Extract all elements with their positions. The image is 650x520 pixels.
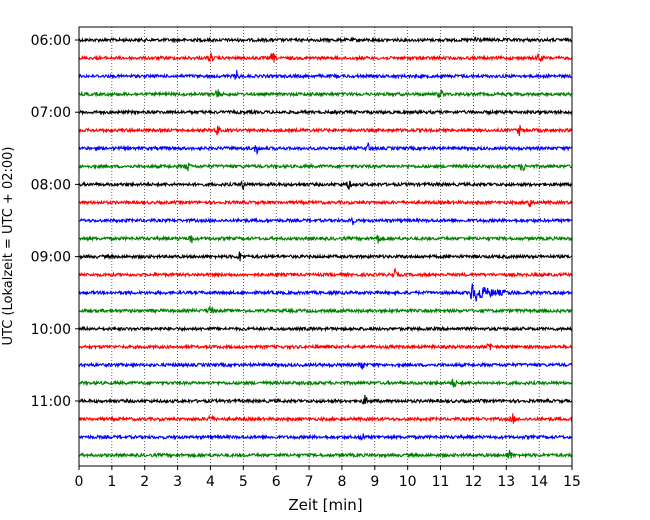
x-axis-ticks: 0 1 2 3 4 5 6 7 8 9 10 11 12 13 14 15	[75, 466, 581, 490]
trace-row-0900	[78, 251, 573, 262]
x-tick-label: 4	[206, 474, 215, 490]
x-tick-label: 6	[272, 474, 281, 490]
y-tick-label: 06:00	[31, 33, 71, 49]
x-tick-label: 10	[399, 474, 417, 490]
x-tick-label: 1	[107, 474, 116, 490]
trace-row-0615	[78, 52, 573, 63]
trace-row-1000	[78, 325, 573, 333]
x-tick-label: 5	[239, 474, 248, 490]
y-tick-label: 07:00	[31, 105, 71, 121]
x-tick-label: 2	[140, 474, 149, 490]
x-tick-label: 11	[432, 474, 450, 490]
trace-row-0645	[78, 89, 573, 99]
trace-row-1130	[78, 433, 573, 441]
y-tick-label: 10:00	[31, 322, 71, 338]
x-tick-label: 15	[563, 474, 581, 490]
y-axis-ticks: 06:00 07:00 08:00 09:00 10:00 11:00	[31, 33, 79, 410]
trace-row-0600	[78, 36, 573, 44]
y-tick-label: 11:00	[31, 394, 71, 410]
trace-row-0915	[78, 267, 573, 279]
trace-row-0745	[78, 162, 573, 172]
trace-row-0930	[78, 283, 573, 302]
x-tick-label: 12	[464, 474, 482, 490]
trace-row-0800	[78, 180, 573, 190]
x-tick-label: 8	[337, 474, 346, 490]
trace-row-1045	[78, 378, 573, 388]
x-tick-label: 0	[75, 474, 84, 490]
trace-row-1100	[78, 394, 573, 405]
plot-frame	[78, 26, 573, 467]
y-tick-label: 08:00	[31, 177, 71, 193]
trace-row-0830	[78, 216, 573, 226]
x-tick-label: 9	[370, 474, 379, 490]
x-tick-label: 7	[305, 474, 314, 490]
trace-row-0815	[78, 198, 573, 208]
trace-row-0845	[78, 234, 573, 244]
x-axis-label: Zeit [min]	[288, 496, 362, 514]
trace-row-0945	[78, 305, 573, 315]
y-axis-label: UTC (Lokalzeit = UTC + 02:00)	[1, 147, 16, 346]
trace-row-0630	[78, 70, 573, 80]
trace-row-1115	[78, 413, 573, 424]
y-tick-label: 09:00	[31, 250, 71, 266]
trace-row-0730	[78, 142, 573, 156]
trace-row-1015	[78, 342, 573, 351]
trace-row-1030	[78, 361, 573, 371]
x-tick-label: 14	[530, 474, 548, 490]
trace-row-1145	[78, 449, 573, 459]
x-tick-label: 3	[173, 474, 182, 490]
x-tick-label: 13	[497, 474, 515, 490]
trace-row-0715	[78, 125, 573, 137]
trace-row-0700	[78, 108, 573, 116]
vertical-grid	[111, 27, 540, 466]
seismic-traces	[78, 36, 573, 459]
